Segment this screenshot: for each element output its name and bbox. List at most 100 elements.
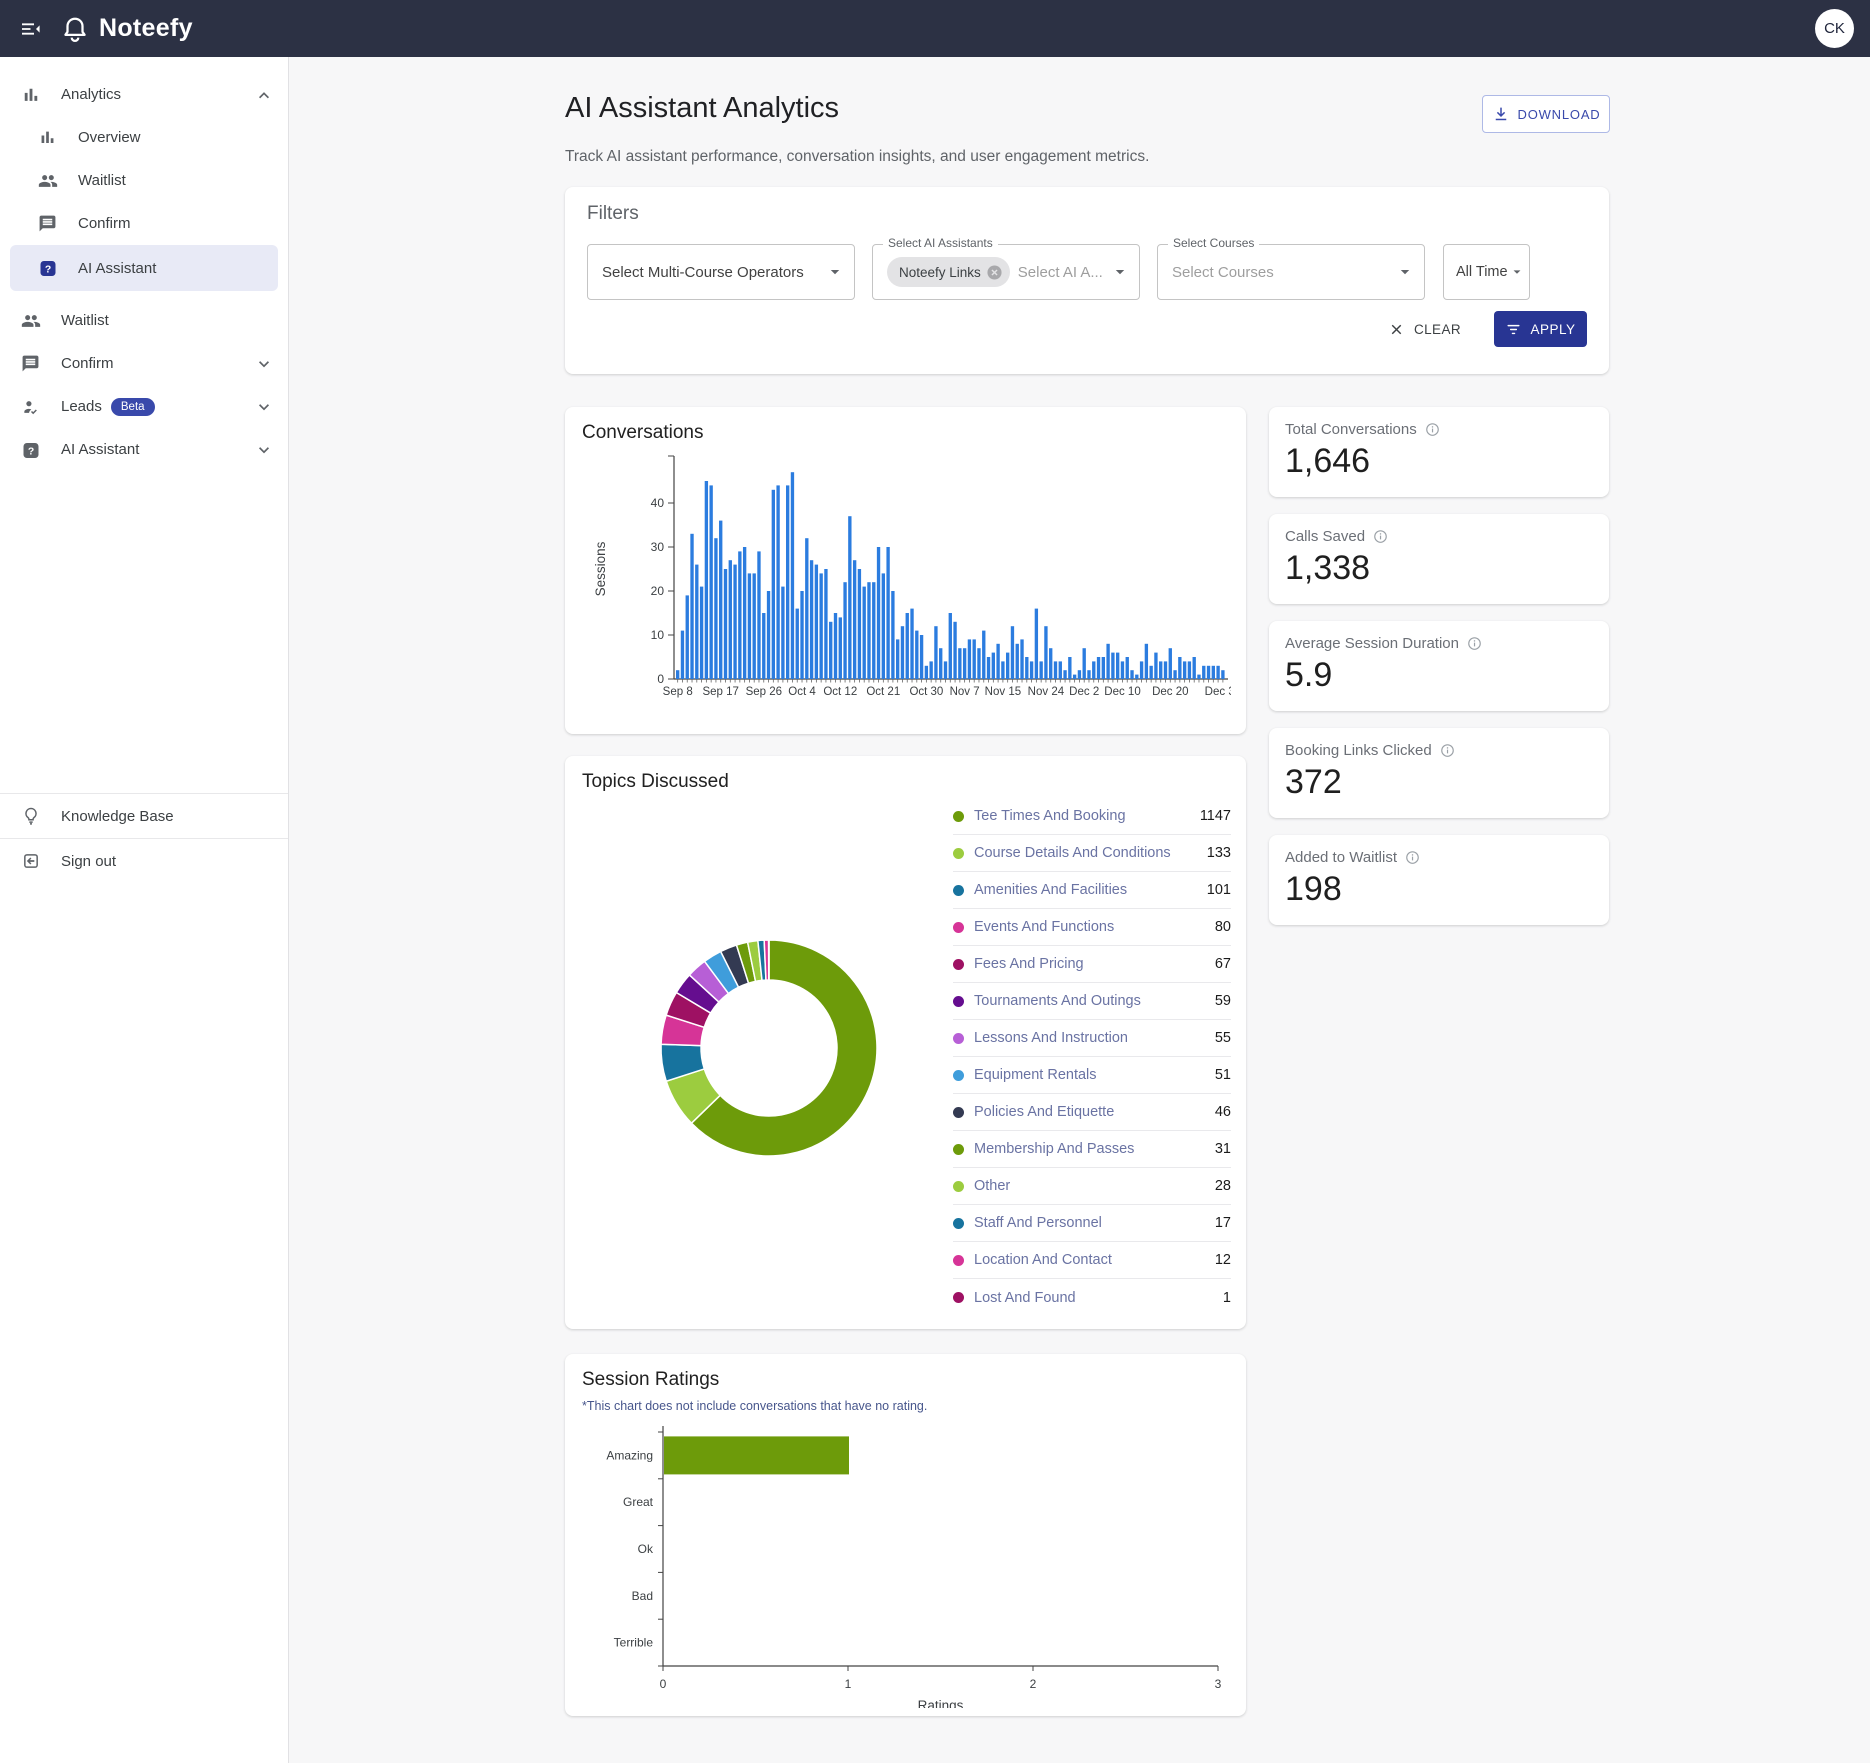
clear-button[interactable]: CLEAR <box>1380 311 1469 347</box>
svg-text:Sep 26: Sep 26 <box>746 686 782 698</box>
svg-text:Oct 12: Oct 12 <box>823 686 857 698</box>
stat-card-booking-links-clicked: Booking Links Clicked 372 <box>1269 728 1609 818</box>
svg-text:Oct 30: Oct 30 <box>909 686 943 698</box>
chevron-up-icon <box>254 85 274 105</box>
sidebar-item-analytics[interactable]: Analytics <box>0 73 288 116</box>
svg-text:40: 40 <box>651 496 665 510</box>
user-avatar[interactable]: CK <box>1815 9 1854 48</box>
legend-color-dot <box>953 1180 964 1192</box>
app-logo[interactable]: Noteefy <box>60 14 193 44</box>
legend-value: 12 <box>1214 1252 1231 1268</box>
svg-text:1: 1 <box>845 1677 852 1691</box>
bar-chart-icon <box>21 85 41 105</box>
page-subtitle: Track AI assistant performance, conversa… <box>565 148 1150 165</box>
legend-label: Membership And Passes <box>974 1141 1135 1157</box>
top-header: Noteefy CK <box>0 0 1870 57</box>
courses-select-placeholder: Select Courses <box>1172 263 1274 281</box>
sidebar-item-overview[interactable]: Overview <box>0 116 288 159</box>
topics-title: Topics Discussed <box>582 771 729 792</box>
sidebar-item-confirm[interactable]: Confirm <box>0 342 288 385</box>
stat-value: 1,646 <box>1285 442 1371 480</box>
assistants-select-label: Select AI Assistants <box>883 236 998 250</box>
time-range-select[interactable]: All Time <box>1443 244 1530 300</box>
legend-label: Tournaments And Outings <box>974 993 1141 1009</box>
assistant-chip-label: Noteefy Links <box>899 264 981 280</box>
svg-text:Amazing: Amazing <box>606 1448 653 1462</box>
svg-text:Dec 10: Dec 10 <box>1104 686 1140 698</box>
legend-row: Equipment Rentals 51 <box>953 1057 1231 1094</box>
legend-color-dot <box>953 810 964 822</box>
sidebar-item-label: AI Assistant <box>78 259 157 277</box>
sidebar-item-waitlist-sub[interactable]: Waitlist <box>0 159 288 202</box>
sidebar-item-ai-assistant-group[interactable]: ? AI Assistant <box>0 428 288 471</box>
chevron-down-icon <box>254 354 274 374</box>
legend-row: Fees And Pricing 67 <box>953 946 1231 983</box>
legend-value: 1 <box>1222 1289 1231 1306</box>
info-icon[interactable] <box>1373 529 1388 544</box>
stat-value: 1,338 <box>1285 549 1371 587</box>
svg-text:Sessions: Sessions <box>593 541 608 596</box>
topics-donut-chart <box>660 939 878 1157</box>
stat-label: Added to Waitlist <box>1285 849 1397 866</box>
legend-row: Other 28 <box>953 1168 1231 1205</box>
svg-text:Nov 15: Nov 15 <box>985 686 1021 698</box>
legend-label: Tee Times And Booking <box>974 808 1126 824</box>
svg-text:Ok: Ok <box>638 1542 654 1556</box>
stat-value: 198 <box>1285 870 1342 908</box>
sidebar-item-label: Confirm <box>61 355 114 372</box>
legend-value: 80 <box>1214 919 1231 935</box>
apply-button[interactable]: APPLY <box>1494 311 1587 347</box>
svg-text:Dec 20: Dec 20 <box>1152 686 1188 698</box>
knowledge-base-link[interactable]: Knowledge Base <box>0 793 288 838</box>
sidebar-item-label: Waitlist <box>78 172 126 189</box>
sign-out-link[interactable]: Sign out <box>0 838 288 883</box>
filters-card: Filters Select Multi-Course Operators Se… <box>565 187 1609 374</box>
legend-color-dot <box>953 1143 964 1155</box>
info-icon[interactable] <box>1467 636 1482 651</box>
logo-text: Noteefy <box>99 14 193 42</box>
person-check-icon <box>21 397 41 417</box>
info-icon[interactable] <box>1405 850 1420 865</box>
chat-icon <box>38 214 58 234</box>
chip-remove-icon[interactable] <box>986 264 1003 281</box>
sidebar-item-confirm-sub[interactable]: Confirm <box>0 202 288 245</box>
stat-label: Calls Saved <box>1285 528 1366 545</box>
sidebar-item-leads[interactable]: Leads Beta <box>0 385 288 428</box>
time-range-value: All Time <box>1456 264 1508 280</box>
legend-value: 17 <box>1214 1215 1231 1231</box>
assistant-chip[interactable]: Noteefy Links <box>887 257 1010 287</box>
legend-label: Equipment Rentals <box>974 1067 1097 1083</box>
svg-text:30: 30 <box>651 540 665 554</box>
conversations-title: Conversations <box>582 422 704 443</box>
legend-label: Fees And Pricing <box>974 956 1084 972</box>
legend-row: Course Details And Conditions 133 <box>953 835 1231 872</box>
assistants-select-placeholder: Select AI A... <box>1017 263 1103 281</box>
stat-label: Average Session Duration <box>1285 635 1459 652</box>
sidebar-item-waitlist[interactable]: Waitlist <box>0 299 288 342</box>
sidebar-item-ai-assistant[interactable]: ? AI Assistant <box>10 245 278 291</box>
topics-card: Topics Discussed Tee Times And Booking 1 1… <box>565 756 1246 1329</box>
sidebar-item-label: Waitlist <box>61 312 109 329</box>
legend-label: Lessons And Instruction <box>974 1030 1128 1046</box>
help-square-icon: ? <box>21 440 41 460</box>
sidebar-item-label: Leads <box>61 398 102 415</box>
chat-icon <box>21 354 41 374</box>
chevron-down-icon <box>824 261 846 283</box>
download-icon <box>1492 105 1510 123</box>
legend-color-dot <box>953 1106 964 1118</box>
assistants-select[interactable]: Select AI Assistants Noteefy Links Selec… <box>872 236 1140 300</box>
operators-select[interactable]: Select Multi-Course Operators <box>587 244 855 300</box>
legend-color-dot <box>953 1254 964 1266</box>
svg-text:?: ? <box>28 446 34 457</box>
legend-value: 31 <box>1214 1141 1231 1157</box>
footer-item-label: Knowledge Base <box>61 807 174 825</box>
legend-value: 101 <box>1206 882 1231 898</box>
download-button[interactable]: DOWNLOAD <box>1482 95 1610 133</box>
legend-value: 67 <box>1214 956 1231 972</box>
svg-text:Nov 24: Nov 24 <box>1028 686 1065 698</box>
info-icon[interactable] <box>1440 743 1455 758</box>
session-ratings-card: Session Ratings *This chart does not inc… <box>565 1354 1246 1716</box>
courses-select[interactable]: Select Courses Select Courses <box>1157 236 1425 300</box>
collapse-sidebar-icon[interactable] <box>16 14 46 44</box>
info-icon[interactable] <box>1425 422 1440 437</box>
